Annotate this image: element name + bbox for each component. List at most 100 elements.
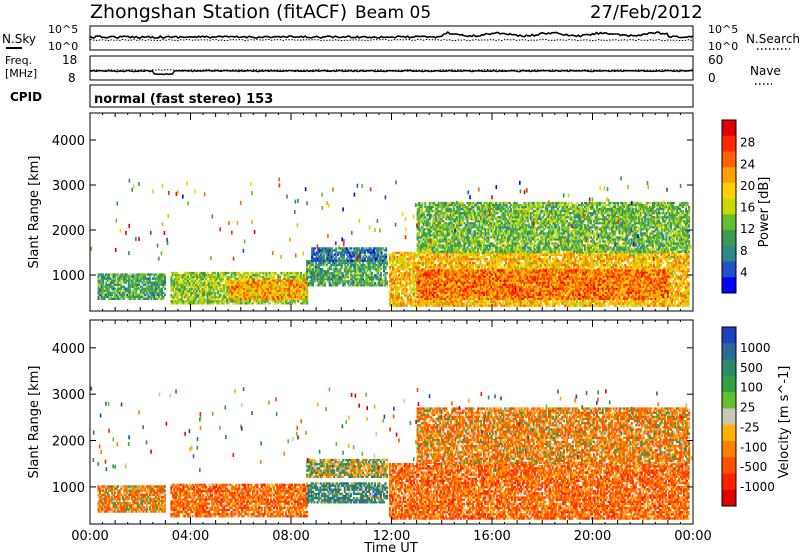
freq-frame [90, 56, 693, 80]
echo-cell [301, 294, 303, 296]
echo-cell [129, 273, 131, 275]
echo-cell [398, 274, 400, 276]
echo-cell [306, 298, 308, 300]
echo-cell [366, 270, 368, 272]
echo-cell [460, 262, 462, 264]
echo-cell [446, 254, 448, 256]
echo-cell [403, 302, 405, 304]
echo-cell [282, 302, 284, 304]
echo-cell [406, 284, 408, 286]
echo-cell [492, 260, 494, 262]
echo-cell [415, 298, 417, 300]
echo-cell [137, 278, 139, 280]
echo-cell [235, 274, 237, 276]
echo-cell [403, 288, 405, 290]
echo-cell [318, 266, 320, 268]
echo-cell [296, 280, 298, 282]
echo-cell [440, 256, 442, 258]
echo-cell [348, 284, 350, 286]
echo-cell [249, 300, 251, 302]
echo-cell [385, 255, 387, 257]
nsky-tick-top: 10^5 [48, 23, 78, 36]
echo-cell [410, 298, 412, 300]
echo-cell [479, 262, 481, 264]
echo-cell [299, 288, 301, 290]
echo-cell [335, 266, 337, 268]
echo-cell [187, 276, 189, 278]
echo-cell [452, 254, 454, 256]
echo-cell [386, 280, 388, 282]
echo-cell [143, 292, 145, 294]
echo-cell [312, 284, 314, 286]
echo-cell [265, 272, 267, 274]
echo-cell [386, 262, 388, 264]
echo-cell [265, 276, 267, 278]
echo-cell [472, 266, 474, 268]
echo-cell [433, 302, 435, 304]
echo-cell [223, 298, 225, 300]
echo-cell [219, 292, 221, 294]
echo-cell [317, 253, 319, 255]
echo-cell [383, 270, 385, 272]
echo-cell [369, 268, 371, 270]
echo-cell [385, 253, 387, 255]
echo-cell [98, 275, 100, 277]
echo-cell [384, 260, 386, 262]
echo-cell [162, 298, 164, 300]
echo-cell [344, 284, 346, 286]
echo-cell [335, 276, 337, 278]
echo-cell [356, 280, 358, 282]
echo-cell [134, 298, 136, 300]
echo-cell [173, 290, 175, 292]
echo-cell [386, 272, 388, 274]
echo-cell [223, 286, 225, 288]
echo-cell [323, 255, 325, 257]
echo-cell [516, 254, 518, 256]
echo-cell [272, 296, 274, 298]
echo-cell [473, 262, 475, 264]
echo-cell [442, 260, 444, 262]
echo-cell [254, 296, 256, 298]
echo-cell [332, 255, 334, 257]
echo-cell [281, 282, 283, 284]
echo-cell [413, 260, 415, 262]
nave-label: Nave [750, 64, 781, 78]
echo-cell [256, 272, 258, 274]
echo-cell [413, 258, 415, 260]
echo-cell [372, 280, 374, 282]
echo-cell [195, 280, 197, 282]
echo-cell [401, 296, 403, 298]
echo-cell [538, 256, 540, 258]
echo-cell [120, 288, 122, 290]
echo-cell [473, 256, 475, 258]
echo-cell [430, 254, 432, 256]
echo-cell [113, 286, 115, 288]
echo-cell [196, 290, 198, 292]
echo-cell [344, 278, 346, 280]
echo-cell [129, 290, 131, 292]
echo-cell [155, 290, 157, 292]
echo-cell [540, 264, 542, 266]
echo-cell [201, 280, 203, 282]
echo-cell [205, 278, 207, 280]
echo-cell [228, 272, 230, 274]
echo-cell [149, 278, 151, 280]
echo-cell [529, 260, 531, 262]
echo-cell [505, 256, 507, 258]
echo-cell [398, 294, 400, 296]
echo-cell [502, 300, 504, 302]
echo-cell [392, 278, 394, 280]
echo-cell [164, 294, 166, 296]
echo-cell [476, 260, 478, 262]
power-panel: 1000200030004000 Slant Range [km] 481216… [27, 113, 772, 311]
echo-cell [249, 294, 251, 296]
echo-cell [123, 296, 125, 298]
echo-cell [392, 262, 394, 264]
echo-cell [281, 294, 283, 296]
echo-cell [510, 305, 512, 307]
echo-cell [240, 282, 242, 284]
echo-cell [380, 257, 382, 259]
echo-cell [155, 296, 157, 298]
echo-cell [385, 266, 387, 268]
echo-cell [245, 292, 247, 294]
